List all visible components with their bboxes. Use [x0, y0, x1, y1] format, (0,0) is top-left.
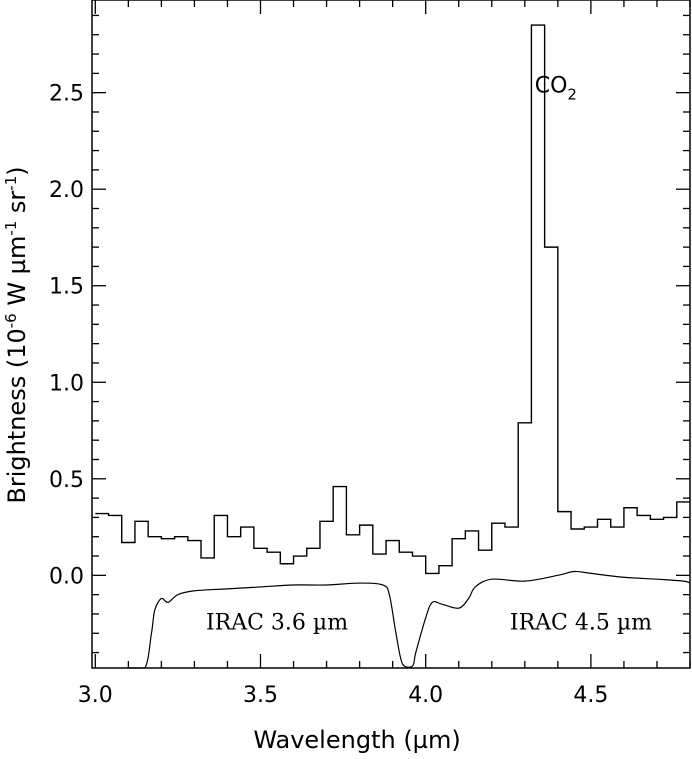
co2-annotation: CO2 [535, 74, 577, 104]
tick-labels: 3.0 3.5 4.0 4.5 0.0 0.5 1.0 1.5 2.0 2.5 [49, 82, 608, 708]
x-axis-title: Wavelength (µm) [253, 726, 460, 754]
y-tick-label: 1.5 [49, 275, 84, 300]
axis-ticks [92, 0, 691, 668]
irac-3-6-label: IRAC 3.6 µm [206, 610, 348, 635]
y-tick-label: 2.5 [49, 82, 84, 107]
y-tick-label: 0.5 [49, 468, 84, 493]
x-tick-label: 3.0 [78, 683, 113, 708]
y-tick-label: 0.0 [49, 564, 84, 589]
y-axis-title: Brightness (10-6 W µm-1 sr-1) [2, 166, 31, 503]
x-tick-label: 4.5 [573, 683, 608, 708]
irac-filter-response-curve [128, 570, 691, 669]
brightness-spectrum-series [95, 24, 690, 575]
y-tick-label: 1.0 [49, 371, 84, 396]
x-tick-label: 3.5 [243, 683, 278, 708]
irac-4-5-label: IRAC 4.5 µm [510, 610, 652, 635]
plot-frame [91, 0, 691, 669]
x-tick-label: 4.0 [408, 683, 443, 708]
y-tick-label: 2.0 [49, 178, 84, 203]
